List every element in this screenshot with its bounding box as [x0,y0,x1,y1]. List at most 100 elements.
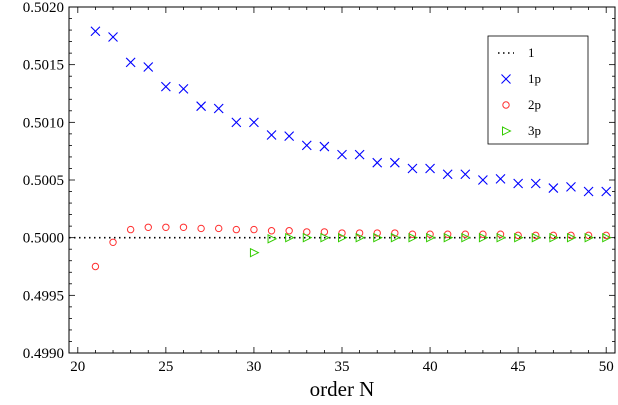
y-tick-label: 0.4995 [23,288,64,304]
data-point [408,232,419,243]
x-tick-labels: 20 25 30 35 40 45 50 [70,359,613,375]
legend-item: 1 [498,45,535,60]
data-point [442,169,453,180]
data-point [426,232,436,243]
x-tick-label: 20 [70,359,85,375]
data-point [583,186,594,197]
data-point [338,229,346,237]
x-axis-label: order N [310,377,375,401]
data-point [584,232,595,243]
data-point [284,131,295,142]
data-point [478,232,489,243]
y-tick-labels: 0.4990 0.4995 0.5000 0.5005 0.5010 0.5015 0.50… [23,0,64,362]
data-point [389,157,400,168]
legend-marker [502,101,510,109]
legend-box [487,35,589,145]
data-point [250,225,258,234]
data-point [514,232,524,243]
data-point [249,247,260,258]
data-point [91,262,100,271]
y-tick-label: 0.5000 [23,231,64,247]
data-point [109,238,117,246]
data-point [90,26,101,37]
legend-label: 2p [528,97,541,112]
data-point [143,62,154,72]
data-point [337,149,347,160]
data-point [566,232,577,243]
data-point [372,157,383,168]
data-point [231,117,242,128]
data-point [496,232,507,243]
data-point [178,83,189,94]
data-point [215,224,223,233]
data-point [232,225,241,234]
data-point [249,117,259,128]
data-point [602,232,612,243]
legend-label: 3p [528,123,541,138]
data-point [179,223,188,231]
data-point [495,173,506,184]
data-point [513,178,524,189]
data-point [566,182,576,192]
data-point [355,232,366,243]
x-tick-label: 40 [423,359,438,375]
series-2p [91,223,610,271]
x-tick-label: 30 [246,359,261,375]
series-layer [69,26,615,271]
legend-marker [501,74,511,84]
x-tick-label: 35 [335,359,350,375]
data-point [108,32,118,42]
data-point [548,183,559,193]
data-point [319,141,330,152]
data-point [285,227,293,235]
data-point [160,81,171,92]
x-tick-label: 50 [599,359,614,375]
data-point [144,223,152,231]
x-tick-label: 45 [511,359,526,375]
legend-label: 1p [528,71,541,86]
data-point [461,232,471,243]
data-point [373,229,381,237]
data-point [285,232,295,243]
data-point [266,130,277,140]
data-point [338,232,348,243]
plot-area [68,6,616,354]
data-point [373,232,383,243]
data-point [125,57,136,68]
data-point [391,229,399,237]
data-point [354,149,365,160]
x-tick-label: 25 [158,359,173,375]
data-point [162,223,170,231]
data-point [126,225,135,234]
data-point [601,186,612,197]
data-point [530,178,541,189]
data-point [478,175,488,185]
legend-item: 2p [502,97,541,112]
data-point [302,232,313,243]
data-point [196,101,206,112]
data-point [197,224,205,233]
series-3p [249,232,612,258]
data-point [407,163,418,174]
legend-marker [502,126,512,136]
y-tick-label: 0.5005 [23,173,64,189]
legend-item: 3p [502,123,541,138]
legend-item: 1p [501,71,541,86]
data-point [267,227,276,235]
data-point [355,229,364,237]
series-1p [90,26,612,197]
data-point [443,232,454,243]
data-point [390,232,401,243]
y-tick-label: 0.5010 [23,115,64,131]
data-point [531,232,542,243]
data-point [549,232,559,243]
data-point [460,169,471,180]
data-point [320,232,331,243]
data-point [213,103,224,114]
data-point [425,163,435,174]
data-point [301,140,312,151]
legend: 1 1p 2p 3p [487,35,589,145]
y-tick-label: 0.5015 [23,58,64,74]
y-tick-label: 0.4990 [23,346,64,362]
